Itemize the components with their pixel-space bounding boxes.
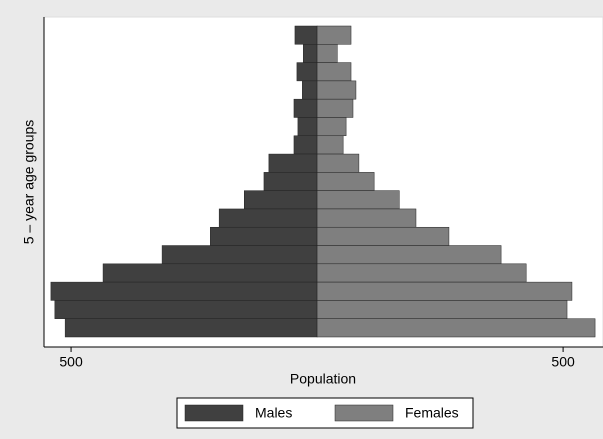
bar bbox=[316, 80, 357, 100]
x-axis-label: Population bbox=[290, 371, 356, 387]
x-tick-label: 500 bbox=[59, 354, 83, 370]
bar bbox=[64, 318, 318, 338]
bar bbox=[316, 62, 352, 82]
bar bbox=[316, 172, 375, 191]
bar bbox=[293, 98, 318, 118]
bar bbox=[268, 153, 318, 173]
bar bbox=[297, 117, 318, 137]
bar bbox=[244, 190, 318, 210]
bar bbox=[316, 117, 347, 137]
bar bbox=[316, 318, 596, 338]
legend-label: Females bbox=[405, 405, 459, 421]
bar bbox=[50, 281, 318, 301]
bar bbox=[316, 300, 568, 319]
bar bbox=[302, 80, 318, 100]
legend-swatch bbox=[184, 404, 244, 422]
legend-swatch bbox=[334, 404, 394, 422]
bar bbox=[316, 44, 338, 63]
bar bbox=[316, 98, 354, 118]
bar bbox=[316, 208, 417, 228]
bar bbox=[316, 153, 360, 173]
bar bbox=[161, 245, 318, 265]
bar bbox=[316, 245, 502, 265]
bar bbox=[303, 44, 318, 63]
bar bbox=[263, 172, 318, 191]
y-axis-label: 5 – year age groups bbox=[21, 120, 37, 245]
x-tick-label: 500 bbox=[551, 354, 575, 370]
bar bbox=[316, 190, 400, 210]
legend bbox=[176, 397, 474, 429]
legend-label: Males bbox=[255, 405, 292, 421]
bar bbox=[316, 263, 527, 283]
bar bbox=[296, 62, 318, 82]
bar bbox=[316, 25, 352, 45]
bar bbox=[316, 281, 573, 301]
bar bbox=[218, 208, 318, 228]
bar bbox=[102, 263, 318, 283]
bar bbox=[294, 25, 318, 45]
bar bbox=[316, 226, 450, 246]
bar bbox=[293, 135, 318, 155]
bar bbox=[54, 300, 318, 319]
bar bbox=[316, 135, 344, 155]
bar bbox=[210, 226, 318, 246]
